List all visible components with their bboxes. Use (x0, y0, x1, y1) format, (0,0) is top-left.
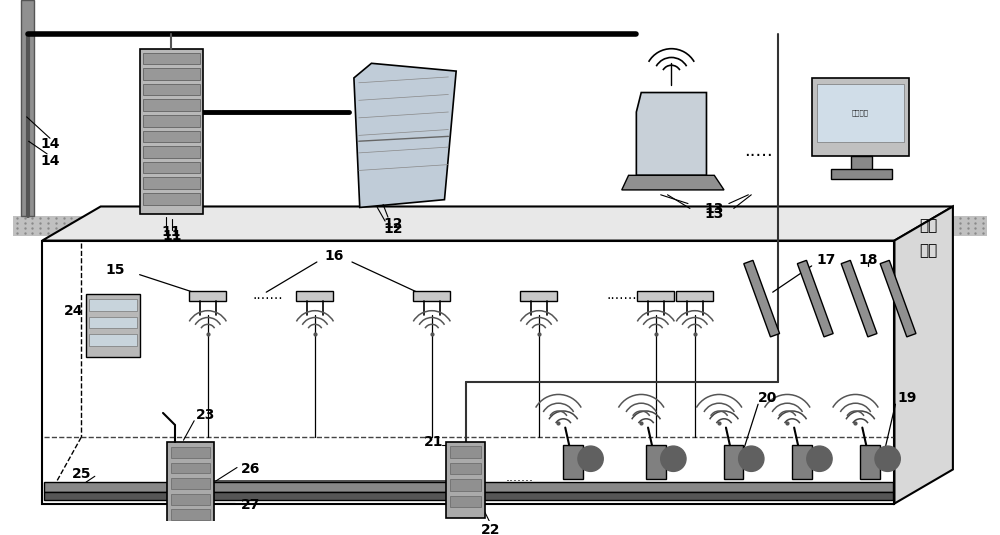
Bar (296, 291, 333, 301)
Bar (413, 291, 450, 301)
Bar (724, 445, 743, 479)
Text: ·······: ······· (606, 292, 637, 306)
Circle shape (578, 446, 603, 471)
Bar (171, 463, 210, 473)
Polygon shape (841, 261, 877, 337)
Text: 25: 25 (71, 467, 91, 482)
Bar (143, 52, 200, 64)
Text: 12: 12 (383, 217, 403, 231)
Bar (143, 146, 200, 158)
Text: 23: 23 (196, 408, 216, 422)
Polygon shape (880, 261, 916, 337)
Text: 13: 13 (705, 202, 724, 216)
Text: 15: 15 (106, 263, 125, 277)
Bar (450, 479, 481, 491)
Text: 17: 17 (817, 253, 836, 267)
Bar (143, 115, 200, 127)
Bar (89, 317, 137, 328)
Bar (140, 49, 203, 215)
Text: 26: 26 (241, 462, 260, 477)
Bar (637, 291, 674, 301)
Bar (171, 509, 210, 520)
Bar (143, 84, 200, 95)
Bar (446, 442, 485, 518)
Text: 预警结果: 预警结果 (852, 110, 869, 116)
Bar (42, 241, 894, 503)
Bar (851, 156, 872, 171)
Bar (21, 0, 34, 216)
Text: 18: 18 (858, 253, 878, 267)
Polygon shape (894, 207, 953, 503)
Bar (44, 492, 893, 500)
Text: ·······: ······· (505, 475, 533, 487)
Bar (189, 291, 226, 301)
Bar (450, 463, 481, 475)
Text: 井下: 井下 (919, 243, 938, 258)
Text: 24: 24 (64, 304, 83, 318)
Text: 地面: 地面 (919, 218, 938, 233)
Bar (812, 78, 909, 156)
Text: ·······: ······· (253, 292, 284, 306)
Circle shape (661, 446, 686, 471)
Bar (143, 100, 200, 111)
Text: 27: 27 (241, 499, 260, 513)
Text: 19: 19 (897, 391, 917, 406)
Text: 22: 22 (481, 523, 500, 535)
Bar (450, 496, 481, 507)
Text: 20: 20 (758, 391, 778, 406)
Circle shape (807, 446, 832, 471)
Bar (520, 291, 557, 301)
Text: 16: 16 (325, 249, 344, 263)
Polygon shape (354, 63, 456, 208)
Polygon shape (622, 175, 724, 190)
Bar (13, 216, 987, 236)
Circle shape (739, 446, 764, 471)
Bar (167, 442, 214, 530)
Text: ·····: ····· (744, 147, 772, 165)
Bar (860, 445, 880, 479)
Bar (89, 299, 137, 311)
Bar (450, 446, 481, 458)
Circle shape (875, 446, 900, 471)
Bar (143, 193, 200, 204)
Bar (171, 494, 210, 505)
Bar (792, 445, 812, 479)
Text: 21: 21 (424, 435, 444, 449)
Bar (143, 162, 200, 173)
Text: 11: 11 (161, 225, 181, 239)
Bar (676, 291, 713, 301)
Bar (831, 170, 892, 179)
Polygon shape (42, 207, 953, 241)
Bar (817, 84, 904, 142)
Text: 14: 14 (40, 137, 60, 151)
Bar (89, 334, 137, 346)
Text: 14: 14 (40, 154, 60, 167)
Bar (86, 294, 140, 357)
Bar (44, 482, 893, 492)
Bar (563, 445, 583, 479)
Bar (646, 445, 666, 479)
Bar (171, 447, 210, 458)
Polygon shape (797, 261, 833, 337)
Text: 13: 13 (705, 207, 724, 221)
Polygon shape (636, 93, 706, 175)
Bar (143, 131, 200, 142)
Polygon shape (744, 261, 780, 337)
Text: 12: 12 (383, 222, 403, 236)
Bar (171, 478, 210, 489)
Bar (143, 68, 200, 80)
Text: 11: 11 (162, 228, 182, 243)
Bar (143, 177, 200, 189)
